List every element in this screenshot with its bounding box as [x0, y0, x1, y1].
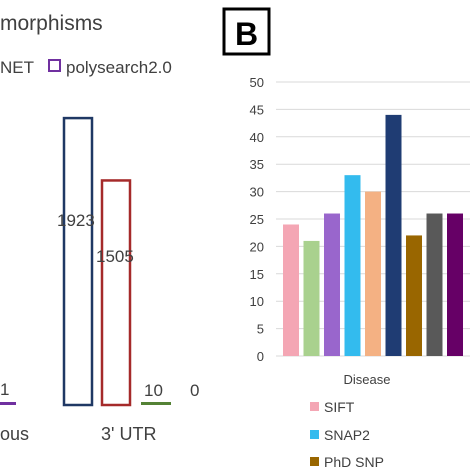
legend-label-polysearch: polysearch2.0	[66, 58, 172, 77]
data-label-0: 0	[190, 381, 199, 400]
panel-b-label-box	[222, 7, 271, 56]
data-label-1923: 1923	[57, 211, 95, 230]
panel-b-bar-0	[283, 224, 299, 356]
y-tick-label-10: 10	[250, 294, 264, 309]
y-tick-label-50: 50	[250, 75, 264, 90]
data-label-partial-1: 1	[0, 380, 9, 399]
y-tick-label-20: 20	[250, 239, 264, 254]
panel-b: B 0 5 10 15 20 25 30 35 40 45 50 Disease SIFT SNAP…	[222, 7, 470, 470]
panel-b-bar-1	[303, 240, 320, 356]
y-tick-label-35: 35	[250, 157, 264, 172]
panel-a-bar-0	[62, 116, 94, 407]
data-label-1505: 1505	[96, 247, 134, 266]
y-tick-label-15: 15	[250, 267, 264, 282]
panel-a-data-labels: 1 1923 1505 10 0	[0, 211, 199, 400]
y-tick-label-25: 25	[250, 212, 264, 227]
panel-b-bar-3	[344, 175, 361, 356]
legend-label-phd-snp: PhD SNP	[324, 454, 384, 470]
panel-a: morphisms NET polysearch2.0 1 1923 1505 …	[0, 12, 199, 444]
y-tick-label-5: 5	[257, 322, 264, 337]
panel-b-x-label: Disease	[344, 372, 391, 387]
panel-b-bar-5	[385, 114, 402, 356]
legend-label-sift: SIFT	[324, 399, 355, 415]
panel-a-x-labels: ous 3' UTR	[0, 424, 156, 444]
x-label-3utr: 3' UTR	[101, 424, 156, 444]
panel-b-legend: SIFT SNAP2 PhD SNP	[310, 399, 384, 470]
y-tick-label-0: 0	[257, 349, 264, 364]
legend-swatch-polysearch	[48, 59, 61, 72]
panel-b-bar-4	[365, 191, 381, 356]
panel-a-bars	[0, 116, 171, 407]
panel-b-bar-2	[324, 213, 340, 356]
x-label-ous: ous	[0, 424, 29, 444]
legend-swatch-phd-snp	[310, 457, 319, 466]
panel-b-bars	[283, 114, 463, 356]
panel-b-y-ticks: 0 5 10 15 20 25 30 35 40 45 50	[250, 75, 264, 364]
legend-swatch-sift	[310, 402, 319, 411]
panel-a-bar-1	[100, 179, 132, 407]
y-tick-label-40: 40	[250, 130, 264, 145]
panel-a-title: morphisms	[0, 12, 103, 35]
legend-swatch-snap2	[310, 430, 319, 439]
legend-label-snap2: SNAP2	[324, 427, 370, 443]
legend-label-net: NET	[0, 58, 34, 77]
y-tick-label-30: 30	[250, 185, 264, 200]
panel-b-bar-7	[426, 213, 443, 356]
data-label-10: 10	[144, 381, 163, 400]
y-tick-label-45: 45	[250, 102, 264, 117]
panel-b-bar-6	[406, 235, 422, 356]
panel-a-legend: NET polysearch2.0	[0, 58, 172, 77]
panel-b-bar-8	[447, 213, 463, 356]
panel-b-label: B	[235, 16, 258, 52]
